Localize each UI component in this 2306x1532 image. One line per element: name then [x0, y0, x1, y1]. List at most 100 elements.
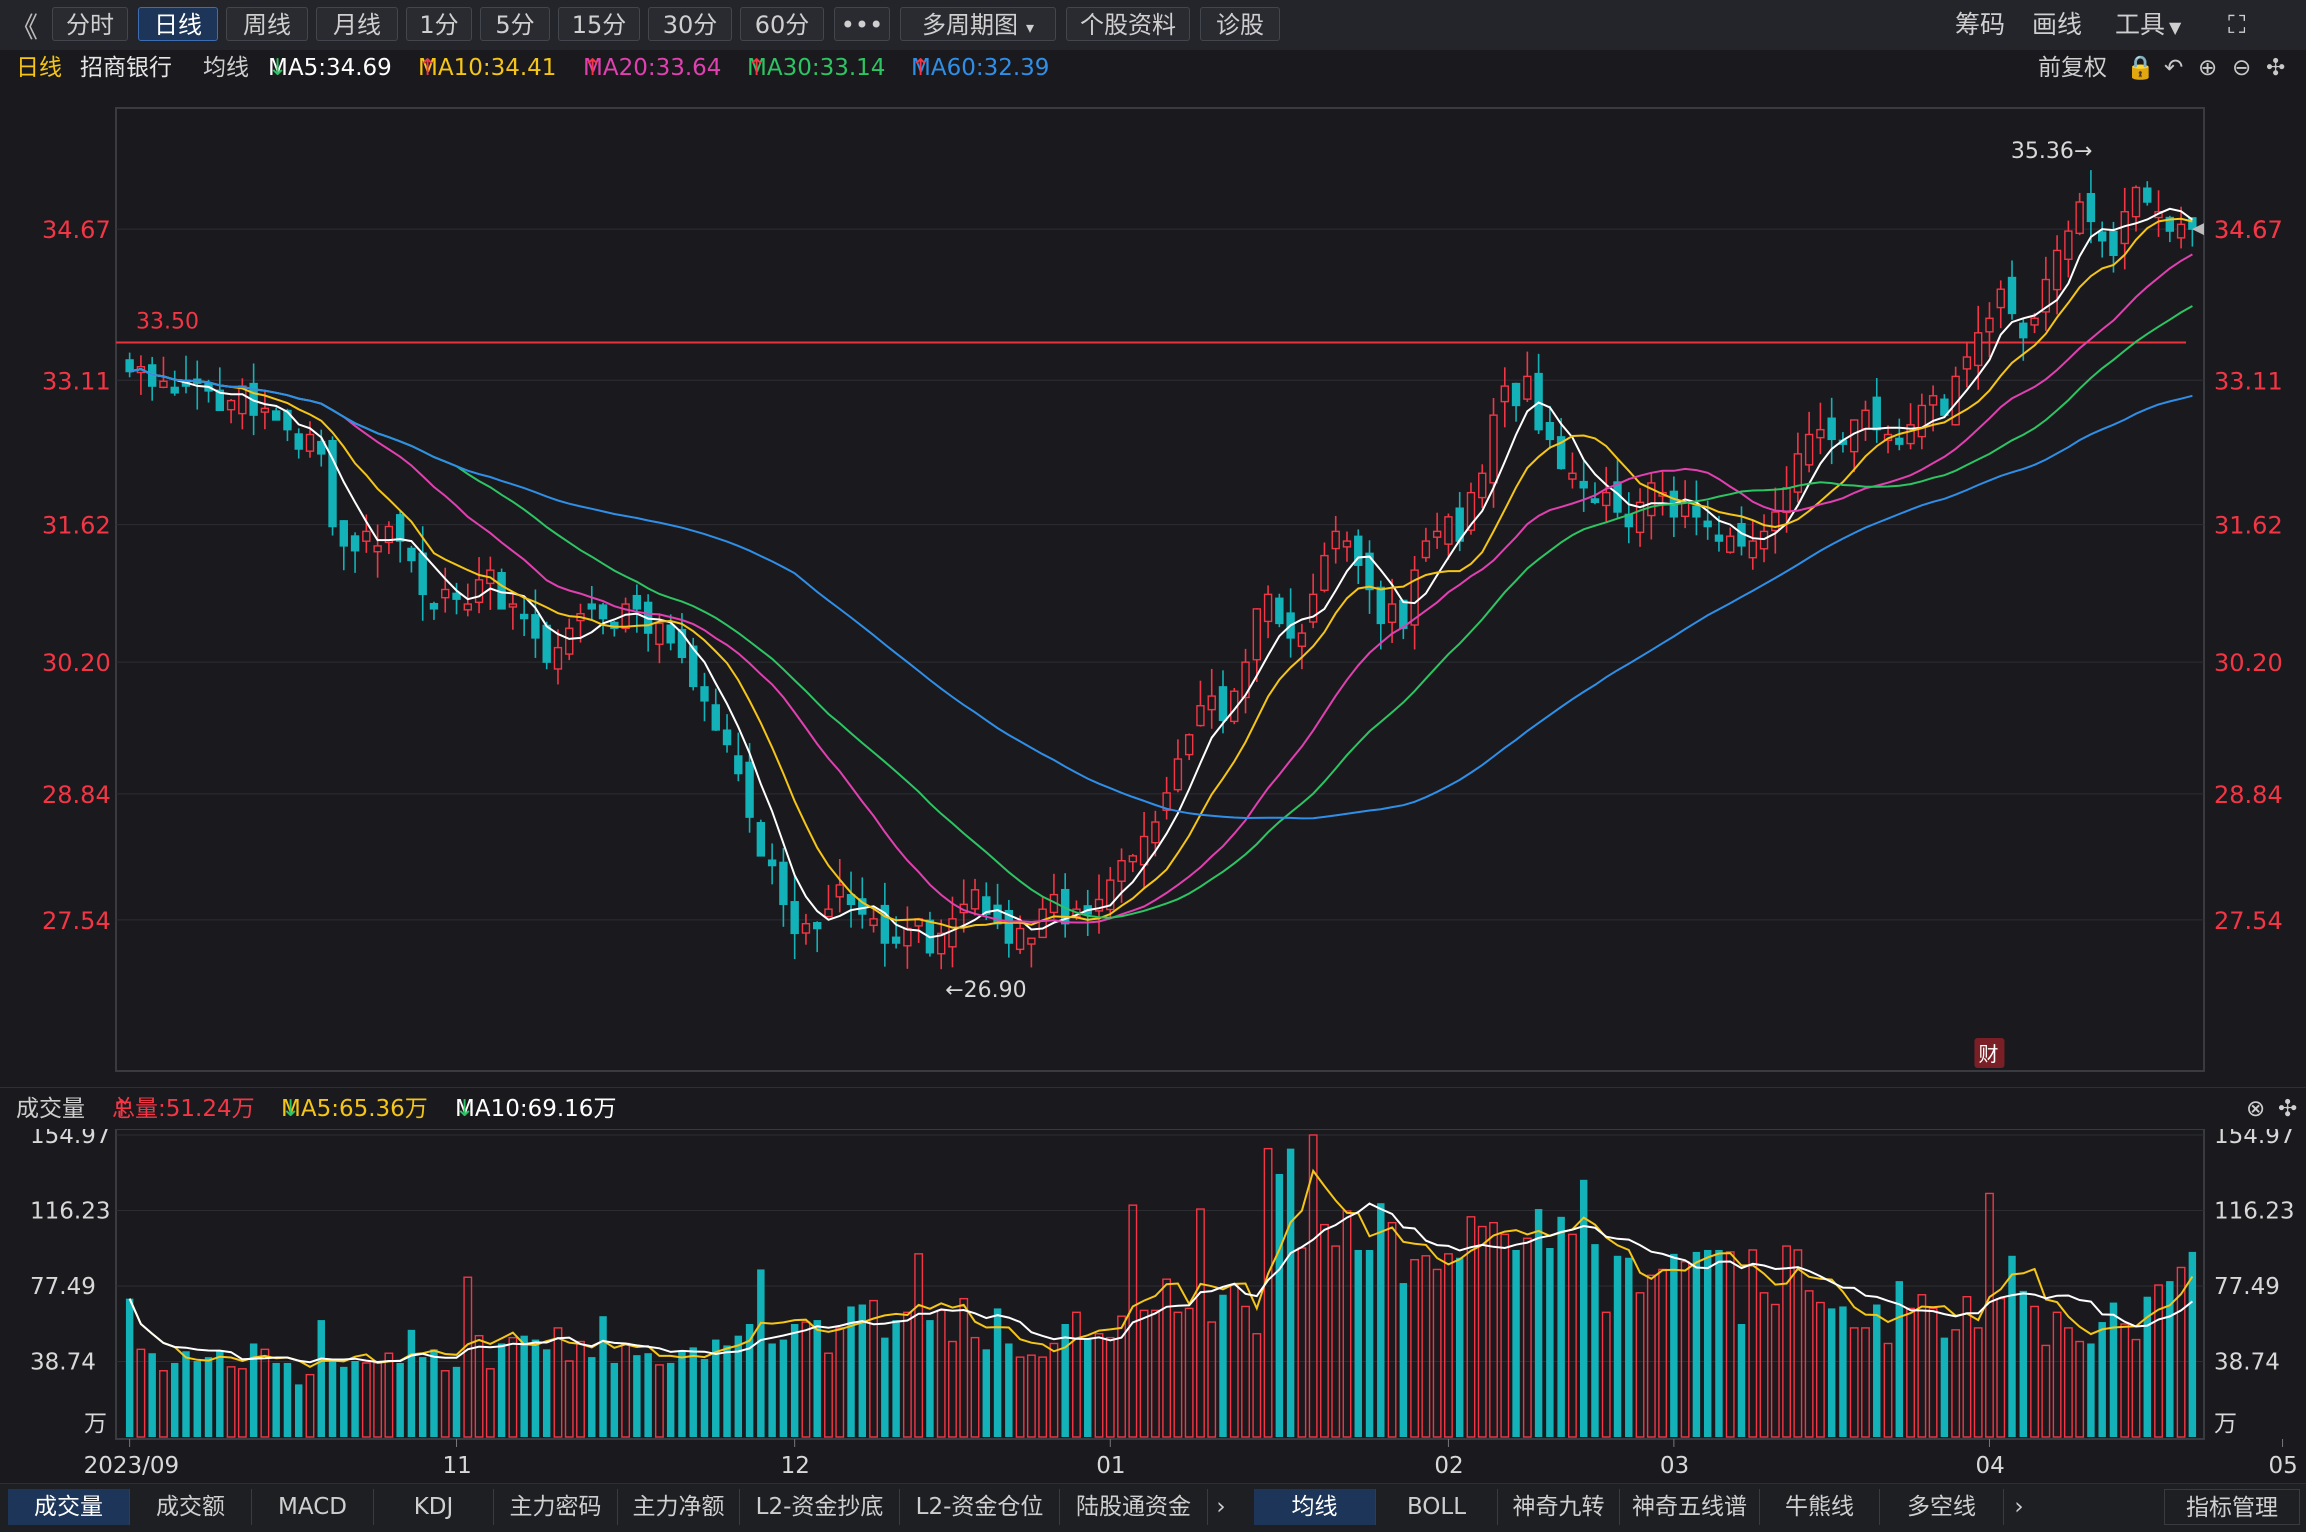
collapse-icon[interactable]: 《: [10, 11, 39, 44]
candle-body: [1579, 480, 1588, 489]
tab-magic-nine[interactable]: 神奇九转: [1498, 1489, 1620, 1525]
event-badge: 财: [1978, 1042, 1998, 1066]
volume-bars: [125, 1134, 2197, 1438]
tab-boll[interactable]: BOLL: [1376, 1489, 1498, 1525]
candle-body: [1466, 491, 1476, 531]
chips-button[interactable]: 筹码: [1955, 10, 2006, 39]
period-tab-weekly[interactable]: 周线: [226, 7, 308, 41]
volume-tick-label-left: 154.97: [30, 1129, 110, 1149]
panel-settings-icon[interactable]: ✣: [2278, 1096, 2298, 1122]
volume-bar: [959, 1297, 969, 1438]
volume-bar: [689, 1347, 697, 1437]
tab-turnover[interactable]: 成交额: [130, 1489, 252, 1525]
tab-long-short[interactable]: 多空线: [1880, 1489, 2004, 1525]
volume-bar: [508, 1336, 518, 1438]
price-grid: 34.67 34.67 33.11 33.11 31.62 31.62 30.20 30.20…: [42, 216, 2283, 935]
period-tab-monthly[interactable]: 月线: [316, 7, 398, 41]
date-tick-label: 02: [1434, 1453, 1463, 1479]
volume-bar: [2041, 1344, 2051, 1438]
arrow-up-icon: ↑: [112, 1096, 132, 1122]
vol-ma5-text: MA5:65.36万: [281, 1096, 428, 1122]
chevron-right-icon[interactable]: ›: [1216, 1494, 1226, 1520]
volume-bar: [1940, 1337, 1949, 1437]
price-chart[interactable]: 34.67 34.67 33.11 33.11 31.62 31.62 30.20 30.20…: [0, 86, 2306, 1087]
candle-body: [170, 386, 179, 394]
candle-body: [1218, 686, 1228, 721]
tab-macd[interactable]: MACD: [252, 1489, 374, 1525]
period-tab-30min[interactable]: 30分: [648, 7, 732, 41]
volume-bar: [666, 1362, 675, 1437]
adjust-mode-button[interactable]: 前复权: [2038, 55, 2107, 81]
period-tab-60min[interactable]: 60分: [740, 7, 824, 41]
candle-body: [260, 407, 270, 413]
multi-period-dropdown[interactable]: 多周期图 ▾: [900, 7, 1056, 41]
volume-chart[interactable]: 154.97 154.97 116.23 116.23 77.49 77.49 38.74 3…: [0, 1129, 2306, 1483]
volume-bar: [1770, 1303, 1780, 1438]
period-tab-5min[interactable]: 5分: [480, 7, 550, 41]
period-tab-15min[interactable]: 15分: [558, 7, 640, 41]
tab-l2-position[interactable]: L2-资金仓位: [900, 1489, 1060, 1525]
volume-bar: [757, 1269, 765, 1437]
date-tick-label: 01: [1096, 1453, 1125, 1479]
volume-plot-frame: [115, 1129, 2205, 1440]
stock-profile-button[interactable]: 个股资料: [1066, 7, 1190, 41]
period-tab-1min[interactable]: 1分: [406, 7, 472, 41]
tab-main-force-code[interactable]: 主力密码: [494, 1489, 618, 1525]
candle-body: [2143, 187, 2152, 203]
candle-body: [948, 918, 957, 948]
volume-bar: [892, 1320, 900, 1437]
chevron-right-icon[interactable]: ›: [2014, 1494, 2024, 1520]
arrow-down-icon: ↓: [455, 1096, 475, 1122]
volume-bar: [193, 1361, 201, 1437]
tab-northbound[interactable]: 陆股通资金: [1060, 1489, 1208, 1525]
volume-bar: [633, 1355, 641, 1437]
ma-lines: [129, 207, 2193, 939]
draw-line-button[interactable]: 画线: [2032, 10, 2083, 39]
volume-bar: [1591, 1244, 1599, 1437]
volume-unit-right: 万: [2214, 1411, 2237, 1437]
volume-ma10-line: [128, 1202, 2194, 1364]
zoom-out-icon[interactable]: ⊖: [2232, 55, 2252, 81]
tab-magic-five[interactable]: 神奇五线谱: [1620, 1489, 1760, 1525]
undo-icon[interactable]: ↶: [2164, 55, 2184, 81]
volume-bar: [1477, 1225, 1487, 1438]
candle-body: [1985, 317, 1994, 333]
candle-body: [226, 399, 236, 411]
ma-type-label[interactable]: 均线: [203, 55, 249, 81]
tab-bull-bear[interactable]: 牛熊线: [1760, 1489, 1880, 1525]
candle-body: [2165, 216, 2175, 232]
tab-main-force-net[interactable]: 主力净额: [618, 1489, 740, 1525]
fullscreen-icon[interactable]: ⛶: [2228, 10, 2246, 39]
tab-l2-bottom[interactable]: L2-资金抄底: [740, 1489, 900, 1525]
lock-icon[interactable]: 🔒: [2126, 55, 2155, 81]
volume-bar: [2143, 1296, 2151, 1437]
diagnose-button[interactable]: 诊股: [1200, 7, 1280, 41]
candle-body: [1297, 632, 1307, 647]
volume-bar: [418, 1357, 427, 1437]
ma20-text: MA20:33.64: [583, 55, 722, 81]
candle-body: [1804, 433, 1814, 466]
candle-body: [1173, 758, 1183, 791]
tab-kdj[interactable]: KDJ: [374, 1489, 494, 1525]
close-panel-icon[interactable]: ⊗: [2246, 1096, 2266, 1122]
volume-bar: [328, 1361, 337, 1437]
settings-icon[interactable]: ✣: [2266, 55, 2286, 81]
tab-volume[interactable]: 成交量: [8, 1489, 130, 1525]
indicator-manage-button[interactable]: 指标管理: [2164, 1489, 2300, 1525]
candle-body: [801, 922, 811, 934]
tools-button[interactable]: 工具 ▼: [2115, 8, 2181, 42]
candle-body: [474, 579, 484, 604]
period-tab-daily[interactable]: 日线: [138, 7, 218, 41]
candle-body: [317, 440, 326, 455]
volume-bar: [588, 1357, 596, 1437]
volume-bar: [1229, 1284, 1239, 1438]
more-periods-button[interactable]: •••: [834, 7, 890, 41]
zoom-in-icon[interactable]: ⊕: [2198, 55, 2218, 81]
tab-ma[interactable]: 均线: [1254, 1489, 1376, 1525]
stock-name[interactable]: 招商银行: [80, 55, 172, 81]
volume-bar: [2063, 1327, 2073, 1438]
volume-bar: [1522, 1237, 1532, 1438]
period-tab-fenshi[interactable]: 分时: [52, 7, 128, 41]
candle-body: [970, 889, 980, 910]
volume-bar: [1804, 1290, 1814, 1438]
